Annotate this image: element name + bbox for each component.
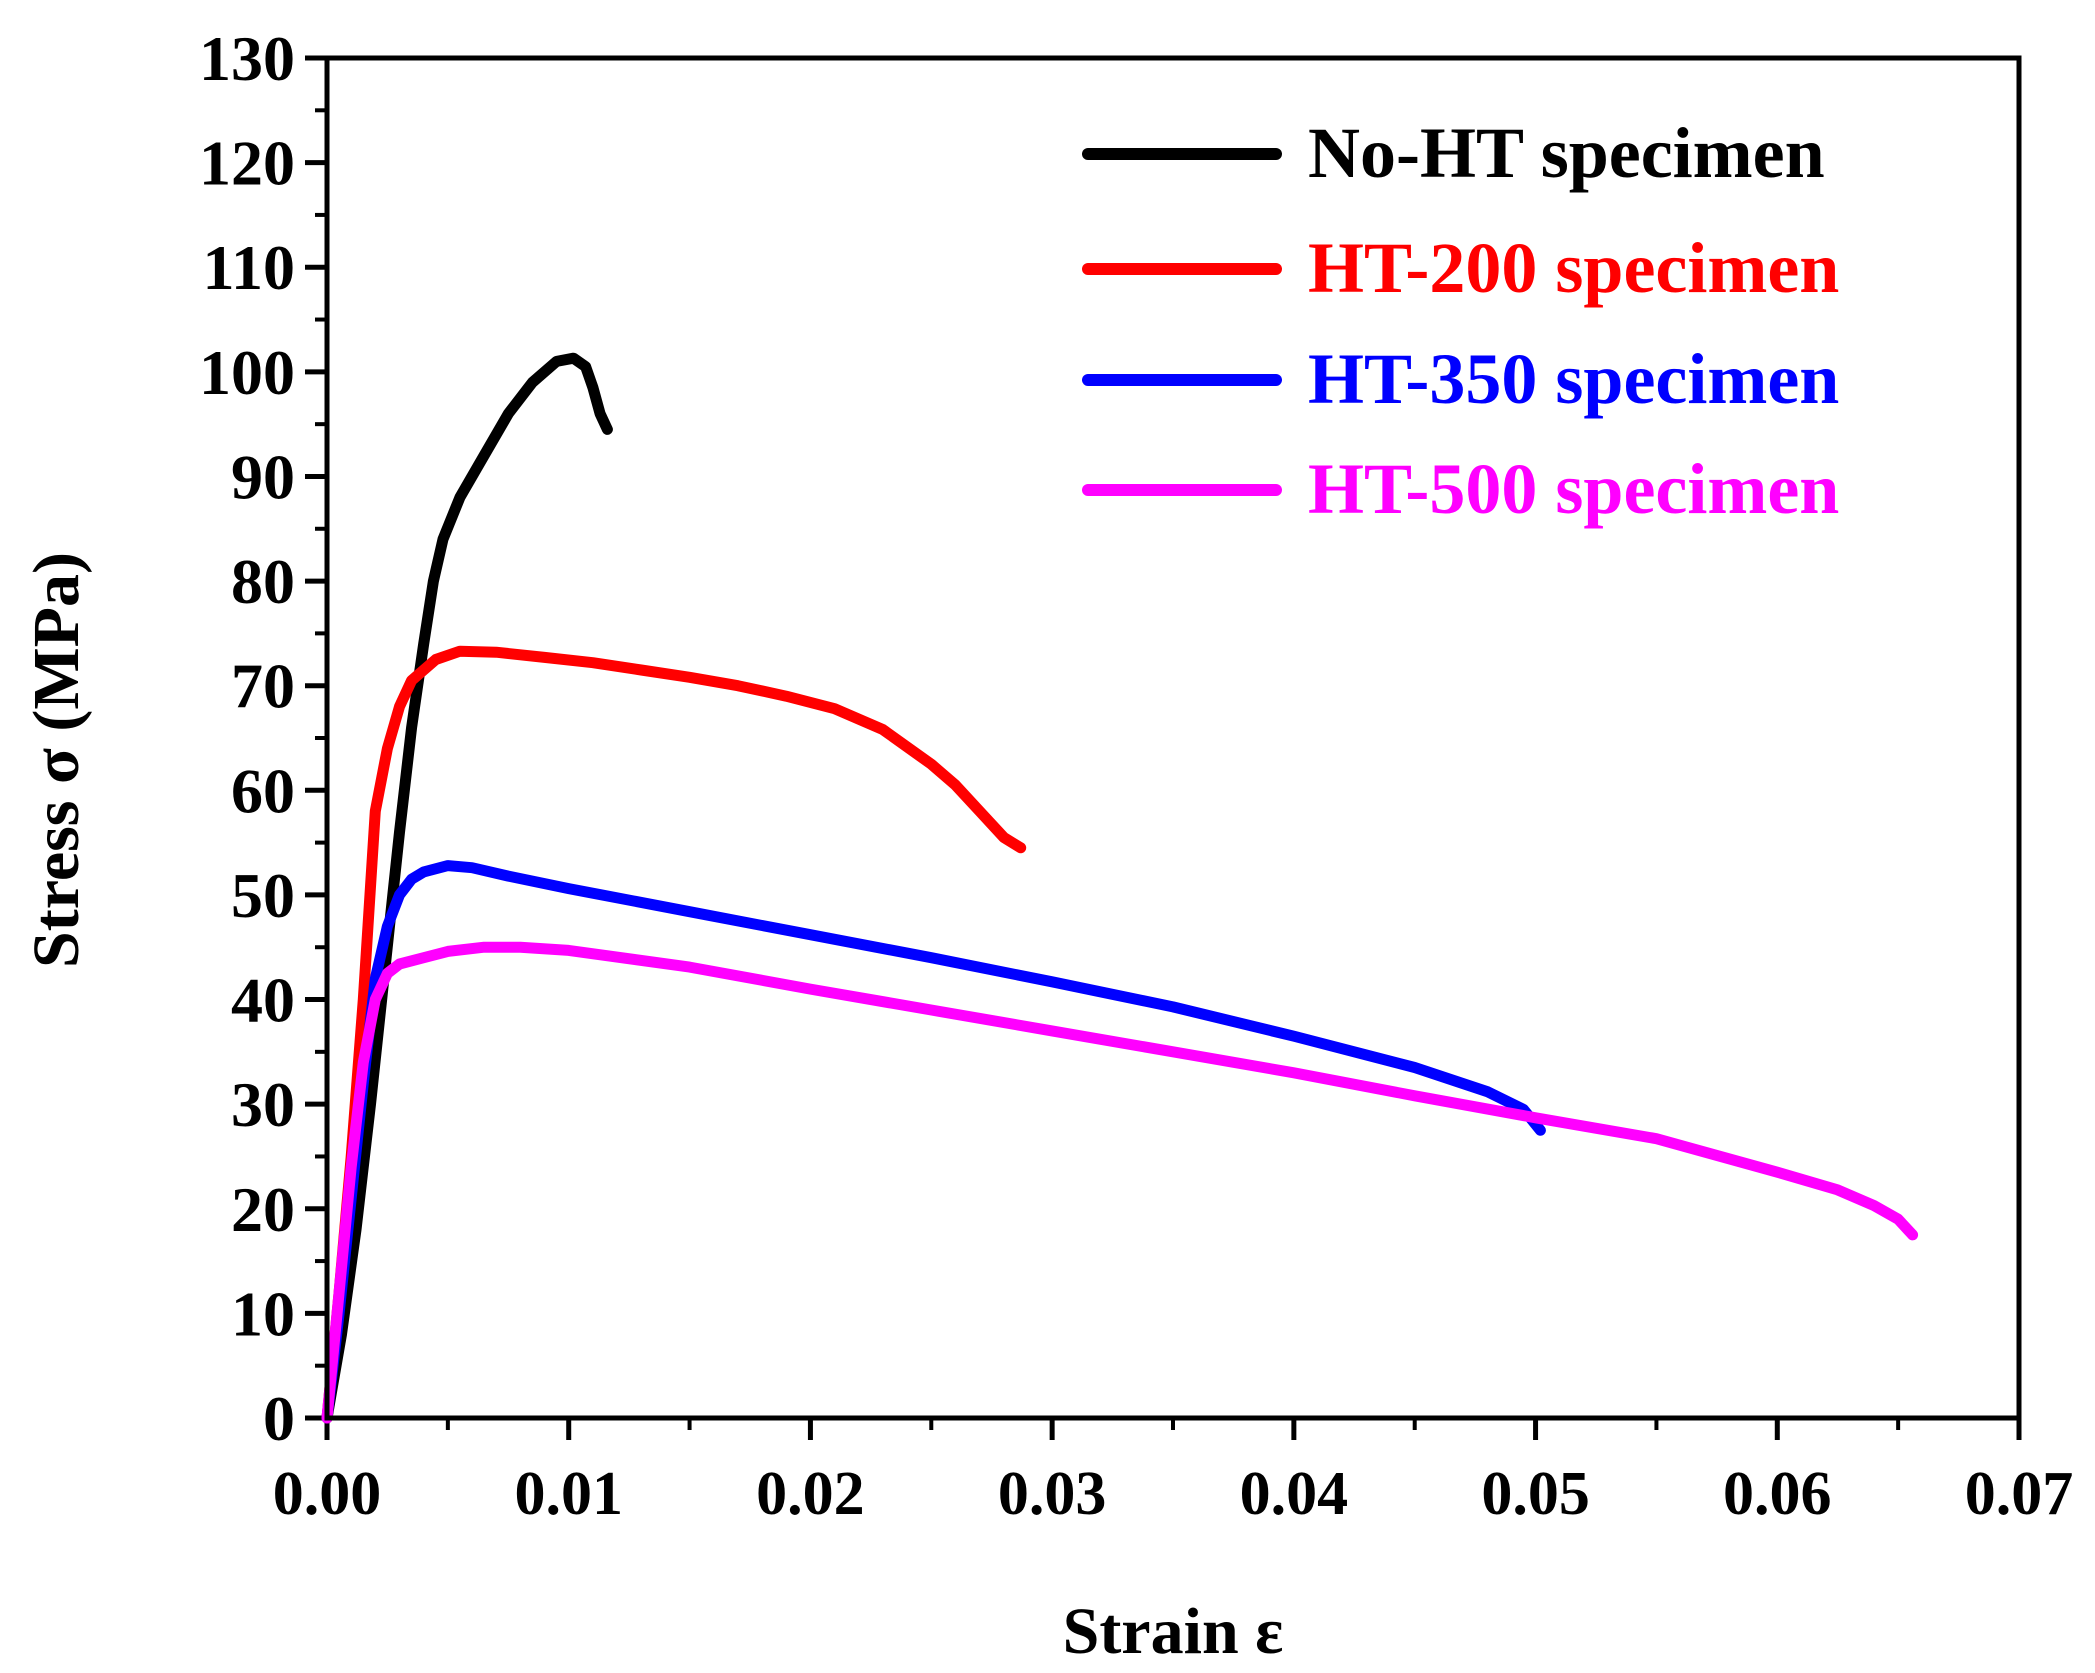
x-tick-label: 0.05 — [1481, 1460, 1590, 1528]
x-tick-label: 0.06 — [1723, 1460, 1832, 1528]
y-tick-label: 50 — [231, 860, 295, 931]
plot-area: 0 10 20 30 40 50 60 70 80 90 100 110 120 130 0.00 0.01… — [199, 23, 2073, 1528]
y-axis-label: Stress σ (MPa) — [20, 552, 93, 968]
y-tick-label: 100 — [199, 337, 295, 408]
series-line-4 — [321, 941, 1919, 1424]
legend: No-HT specimen HT-200 specimen HT-350 spec… — [1082, 113, 1839, 529]
y-axis-ticks: 0 10 20 30 40 50 60 70 80 90 100 110 120 130 — [199, 23, 327, 1454]
y-tick-label: 110 — [203, 232, 295, 303]
legend-label-3: HT-350 specimen — [1308, 339, 1839, 419]
y-tick-label: 0 — [263, 1383, 295, 1454]
y-tick-label: 120 — [199, 128, 295, 199]
y-tick-label: 60 — [231, 755, 295, 826]
series-line-2 — [321, 645, 1027, 1424]
y-tick-label: 70 — [231, 651, 295, 722]
x-tick-label: 0.03 — [998, 1460, 1107, 1528]
x-axis-ticks: 0.00 0.01 0.02 0.03 0.04 0.05 0.06 0.07 — [273, 1418, 2074, 1528]
legend-label-1: No-HT specimen — [1308, 113, 1825, 193]
x-tick-label: 0.04 — [1240, 1460, 1349, 1528]
series-layer — [321, 352, 1919, 1424]
x-tick-label: 0.02 — [756, 1460, 865, 1528]
legend-label-2: HT-200 specimen — [1308, 228, 1839, 308]
series-line-1 — [321, 352, 613, 1424]
y-tick-label: 20 — [231, 1174, 295, 1245]
x-tick-label: 0.01 — [514, 1460, 623, 1528]
plot-frame — [324, 55, 2022, 1421]
y-tick-label: 40 — [231, 965, 295, 1036]
x-tick-label: 0.07 — [1965, 1460, 2074, 1528]
y-tick-label: 30 — [231, 1069, 295, 1140]
y-tick-label: 130 — [199, 23, 295, 94]
x-tick-label: 0.00 — [273, 1460, 382, 1528]
legend-label-4: HT-500 specimen — [1308, 449, 1839, 529]
x-axis-label: Strain ε — [1063, 1595, 1284, 1668]
y-tick-label: 90 — [231, 441, 295, 512]
y-tick-label: 10 — [231, 1278, 295, 1349]
y-tick-label: 80 — [231, 546, 295, 617]
